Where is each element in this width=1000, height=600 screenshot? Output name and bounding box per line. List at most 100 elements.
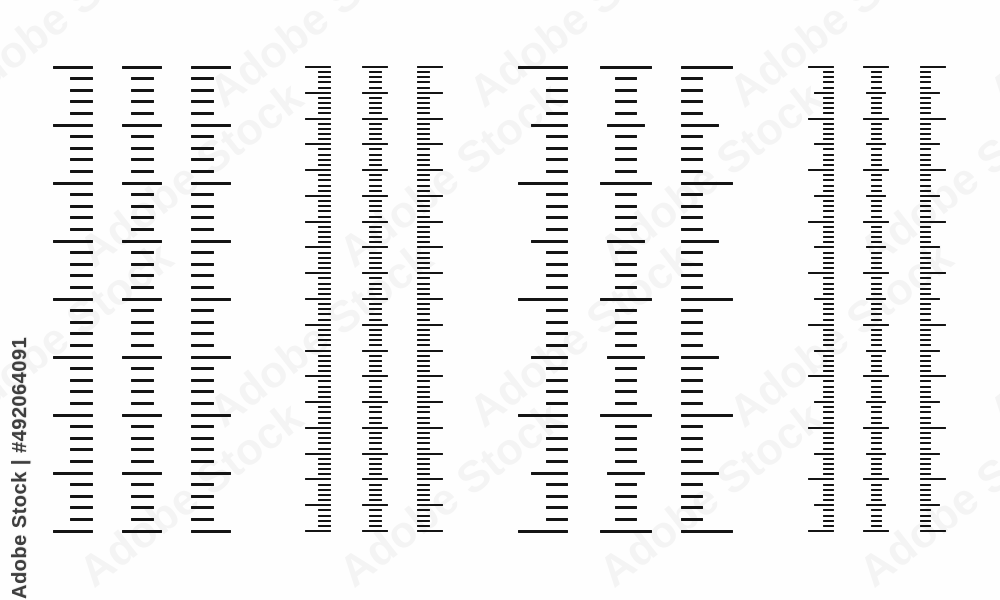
minor-tick-mark bbox=[823, 148, 834, 151]
minor-tick-mark bbox=[417, 86, 430, 89]
minor-tick-mark bbox=[368, 395, 382, 398]
minor-tick-mark bbox=[615, 216, 637, 220]
minor-tick-mark bbox=[417, 236, 430, 239]
minor-tick-mark bbox=[70, 378, 93, 382]
minor-tick-mark bbox=[920, 292, 931, 295]
minor-tick-mark bbox=[368, 339, 382, 342]
minor-tick-mark bbox=[920, 468, 931, 471]
major-tick-mark bbox=[814, 349, 834, 352]
minor-tick-mark bbox=[870, 261, 882, 264]
minor-tick-mark bbox=[920, 395, 931, 398]
minor-tick-mark bbox=[368, 107, 382, 110]
minor-tick-mark bbox=[823, 473, 834, 476]
minor-tick-mark bbox=[130, 425, 154, 429]
minor-tick-mark bbox=[70, 262, 93, 266]
minor-tick-mark bbox=[615, 285, 637, 289]
major-tick-mark bbox=[814, 452, 834, 455]
minor-tick-mark bbox=[368, 112, 382, 115]
minor-tick-mark bbox=[417, 205, 430, 208]
minor-tick-mark bbox=[823, 468, 834, 471]
minor-tick-mark bbox=[823, 313, 834, 316]
minor-tick-mark bbox=[368, 303, 382, 306]
minor-tick-mark bbox=[318, 524, 331, 527]
minor-tick-mark bbox=[870, 107, 882, 110]
major-tick-mark bbox=[53, 65, 93, 69]
minor-tick-mark bbox=[615, 227, 637, 231]
minor-tick-mark bbox=[318, 411, 331, 414]
minor-tick-mark bbox=[130, 158, 154, 162]
minor-tick-mark bbox=[615, 146, 637, 150]
minor-tick-mark bbox=[823, 96, 834, 99]
major-tick-mark bbox=[607, 471, 645, 475]
minor-tick-mark bbox=[417, 122, 430, 125]
minor-tick-mark bbox=[318, 236, 331, 239]
major-tick-mark bbox=[531, 123, 568, 127]
minor-tick-mark bbox=[70, 204, 93, 208]
minor-tick-mark bbox=[920, 241, 931, 244]
minor-tick-mark bbox=[920, 230, 931, 233]
minor-tick-mark bbox=[130, 390, 154, 394]
minor-tick-mark bbox=[823, 256, 834, 259]
minor-tick-mark bbox=[920, 179, 931, 182]
minor-tick-mark bbox=[417, 421, 430, 424]
minor-tick-mark bbox=[417, 437, 430, 440]
minor-tick-mark bbox=[70, 146, 93, 150]
minor-tick-mark bbox=[823, 447, 834, 450]
minor-tick-mark bbox=[615, 262, 637, 266]
minor-tick-mark bbox=[130, 401, 154, 405]
minor-tick-mark bbox=[70, 401, 93, 405]
major-tick-mark bbox=[866, 349, 886, 352]
minor-tick-mark bbox=[546, 88, 568, 92]
minor-tick-mark bbox=[191, 169, 214, 173]
minor-tick-mark bbox=[823, 179, 834, 182]
minor-tick-mark bbox=[920, 519, 931, 522]
minor-tick-mark bbox=[870, 205, 882, 208]
major-tick-mark bbox=[417, 504, 443, 507]
minor-tick-mark bbox=[318, 390, 331, 393]
major-tick-mark bbox=[362, 246, 388, 249]
minor-tick-mark bbox=[417, 365, 430, 368]
major-tick-mark bbox=[681, 413, 733, 417]
major-tick-mark bbox=[305, 530, 331, 532]
minor-tick-mark bbox=[368, 81, 382, 84]
ruler-fine-halves-center bbox=[863, 66, 889, 532]
minor-tick-mark bbox=[318, 313, 331, 316]
minor-tick-mark bbox=[823, 86, 834, 89]
minor-tick-mark bbox=[870, 76, 882, 79]
minor-tick-mark bbox=[870, 313, 882, 316]
minor-tick-mark bbox=[318, 184, 331, 187]
minor-tick-mark bbox=[318, 308, 331, 311]
minor-tick-mark bbox=[681, 169, 703, 173]
minor-tick-mark bbox=[368, 473, 382, 476]
minor-tick-mark bbox=[681, 111, 703, 115]
minor-tick-mark bbox=[130, 77, 154, 81]
minor-tick-mark bbox=[615, 111, 637, 115]
minor-tick-mark bbox=[318, 205, 331, 208]
minor-tick-mark bbox=[318, 318, 331, 321]
minor-tick-mark bbox=[546, 309, 568, 313]
major-tick-mark bbox=[191, 239, 231, 243]
major-tick-mark bbox=[808, 169, 834, 172]
minor-tick-mark bbox=[70, 425, 93, 429]
minor-tick-mark bbox=[920, 189, 931, 192]
minor-tick-mark bbox=[870, 251, 882, 254]
minor-tick-mark bbox=[870, 395, 882, 398]
minor-tick-mark bbox=[681, 274, 703, 278]
minor-tick-mark bbox=[546, 367, 568, 371]
minor-tick-mark bbox=[920, 158, 931, 161]
minor-tick-mark bbox=[920, 385, 931, 388]
minor-tick-mark bbox=[920, 462, 931, 465]
major-tick-mark bbox=[191, 181, 231, 185]
major-tick-mark bbox=[681, 355, 719, 359]
minor-tick-mark bbox=[417, 138, 430, 141]
minor-tick-mark bbox=[920, 251, 931, 254]
major-tick-mark bbox=[417, 117, 443, 120]
minor-tick-mark bbox=[870, 71, 882, 74]
minor-tick-mark bbox=[318, 370, 331, 373]
minor-tick-mark bbox=[368, 277, 382, 280]
minor-tick-mark bbox=[368, 509, 382, 512]
major-tick-mark bbox=[305, 426, 331, 429]
minor-tick-mark bbox=[417, 442, 430, 445]
major-tick-mark bbox=[362, 66, 388, 68]
major-tick-mark bbox=[920, 504, 940, 507]
